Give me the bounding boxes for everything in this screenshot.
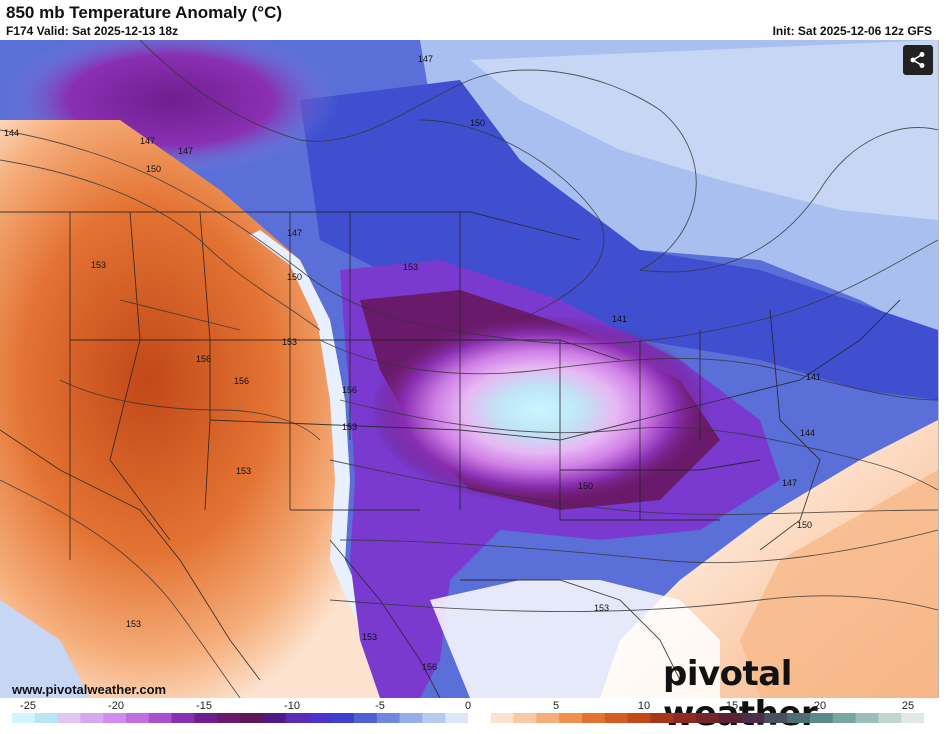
color-swatch bbox=[650, 713, 674, 723]
contour-label: 147 bbox=[140, 136, 155, 146]
contour-label: 144 bbox=[800, 428, 815, 438]
site-url[interactable]: www.pivotalweather.com bbox=[12, 682, 167, 697]
anomaly-map[interactable]: 144 147 147 150 147 150 153 156 153 156 … bbox=[0, 40, 939, 698]
color-scale-tick: 20 bbox=[813, 700, 827, 712]
contour-label: 156 bbox=[196, 354, 211, 364]
color-swatch bbox=[57, 713, 81, 723]
color-swatch bbox=[148, 713, 173, 723]
color-swatch bbox=[696, 713, 720, 723]
color-swatch bbox=[34, 713, 59, 723]
contour-label: 153 bbox=[91, 260, 106, 270]
color-scale-tick: -15 bbox=[196, 700, 212, 712]
color-swatch bbox=[901, 713, 924, 723]
color-swatch bbox=[240, 713, 264, 723]
color-swatch bbox=[536, 713, 560, 723]
color-swatch bbox=[718, 713, 743, 723]
contour-label: 156 bbox=[234, 376, 249, 386]
color-swatch bbox=[285, 713, 309, 723]
color-swatch bbox=[399, 713, 423, 723]
color-swatch bbox=[741, 713, 765, 723]
color-swatch bbox=[194, 713, 218, 723]
color-scale-tick: 10 bbox=[637, 700, 651, 712]
color-swatch bbox=[787, 713, 811, 723]
contour-label: 153 bbox=[594, 603, 609, 613]
contour-label: 153 bbox=[342, 422, 357, 432]
map-header: 850 mb Temperature Anomaly (°C) F174 Val… bbox=[0, 0, 946, 40]
color-swatch bbox=[673, 713, 697, 723]
color-swatch bbox=[103, 713, 127, 723]
color-scale-tick: -20 bbox=[108, 700, 124, 712]
color-scale-tick: -25 bbox=[20, 700, 36, 712]
contour-label: 153 bbox=[236, 466, 251, 476]
color-swatch bbox=[376, 713, 401, 723]
color-swatch bbox=[12, 713, 36, 723]
color-scale-tick: 0 bbox=[464, 700, 472, 712]
color-scale-bar bbox=[12, 713, 924, 723]
contour-label: 153 bbox=[403, 262, 418, 272]
share-icon bbox=[910, 52, 925, 68]
color-scale-tick: 5 bbox=[552, 700, 560, 712]
color-swatch bbox=[468, 713, 492, 723]
contour-label: 153 bbox=[362, 632, 377, 642]
contour-label: 150 bbox=[578, 481, 593, 491]
color-swatch bbox=[308, 713, 332, 723]
color-swatch bbox=[354, 713, 378, 723]
color-swatch bbox=[604, 713, 629, 723]
contour-label: 147 bbox=[178, 146, 193, 156]
init-time: Init: Sat 2025-12-06 12z GFS bbox=[772, 24, 932, 38]
contour-label: 144 bbox=[4, 128, 19, 138]
contour-label: 156 bbox=[342, 385, 357, 395]
contour-label: 150 bbox=[797, 520, 812, 530]
color-swatch bbox=[126, 713, 150, 723]
valid-time: F174 Valid: Sat 2025-12-13 18z bbox=[6, 24, 179, 38]
contour-label: 141 bbox=[612, 314, 627, 324]
color-scale-tick: -5 bbox=[375, 700, 385, 712]
contour-label: 147 bbox=[418, 54, 433, 64]
color-swatch bbox=[217, 713, 241, 723]
contour-label: 147 bbox=[287, 228, 302, 238]
color-swatch bbox=[331, 713, 355, 723]
color-swatch bbox=[171, 713, 195, 723]
color-swatch bbox=[855, 713, 879, 723]
color-swatch bbox=[513, 713, 537, 723]
color-swatch bbox=[490, 713, 515, 723]
color-swatch bbox=[764, 713, 788, 723]
color-swatch bbox=[832, 713, 857, 723]
contour-label: 150 bbox=[287, 272, 302, 282]
color-swatch bbox=[262, 713, 287, 723]
color-swatch bbox=[559, 713, 583, 723]
share-button[interactable] bbox=[903, 45, 933, 75]
contour-label: 150 bbox=[146, 164, 161, 174]
color-swatch bbox=[422, 713, 446, 723]
color-swatch bbox=[810, 713, 834, 723]
color-swatch bbox=[582, 713, 606, 723]
color-scale-tick: -10 bbox=[284, 700, 300, 712]
contour-label: 141 bbox=[806, 372, 821, 382]
color-swatch bbox=[627, 713, 651, 723]
color-swatch bbox=[80, 713, 104, 723]
color-swatch bbox=[878, 713, 902, 723]
contour-label: 150 bbox=[470, 118, 485, 128]
color-swatch bbox=[445, 713, 469, 723]
color-scale-tick: 25 bbox=[901, 700, 915, 712]
map-title: 850 mb Temperature Anomaly (°C) bbox=[6, 3, 283, 22]
color-scale-tick: 15 bbox=[725, 700, 739, 712]
contour-label: 153 bbox=[282, 337, 297, 347]
contour-label: 147 bbox=[782, 478, 797, 488]
contour-label: 156 bbox=[422, 662, 437, 672]
contour-label: 153 bbox=[126, 619, 141, 629]
